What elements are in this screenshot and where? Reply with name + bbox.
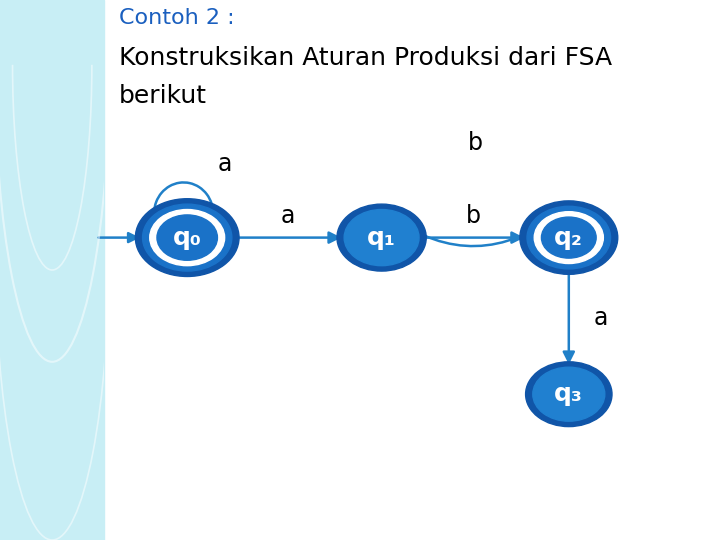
Text: b: b xyxy=(468,131,482,155)
Circle shape xyxy=(526,362,612,427)
Circle shape xyxy=(135,199,239,276)
Circle shape xyxy=(143,204,232,271)
Circle shape xyxy=(157,215,217,260)
Circle shape xyxy=(520,201,618,274)
Text: q₀: q₀ xyxy=(173,226,202,249)
Text: q₁: q₁ xyxy=(367,226,396,249)
Text: Contoh 2 :: Contoh 2 : xyxy=(119,8,235,28)
Text: q₂: q₂ xyxy=(554,226,583,249)
Circle shape xyxy=(534,212,603,264)
Circle shape xyxy=(344,210,419,266)
Circle shape xyxy=(150,210,225,266)
Text: a: a xyxy=(281,204,295,228)
Circle shape xyxy=(337,204,426,271)
Circle shape xyxy=(527,206,611,269)
Circle shape xyxy=(533,367,605,421)
Text: b: b xyxy=(466,204,480,228)
Text: berikut: berikut xyxy=(119,84,207,107)
Text: a: a xyxy=(217,152,232,176)
Text: a: a xyxy=(594,306,608,330)
Text: Konstruksikan Aturan Produksi dari FSA: Konstruksikan Aturan Produksi dari FSA xyxy=(119,46,612,70)
Circle shape xyxy=(541,217,596,258)
Text: q₃: q₃ xyxy=(554,382,583,406)
